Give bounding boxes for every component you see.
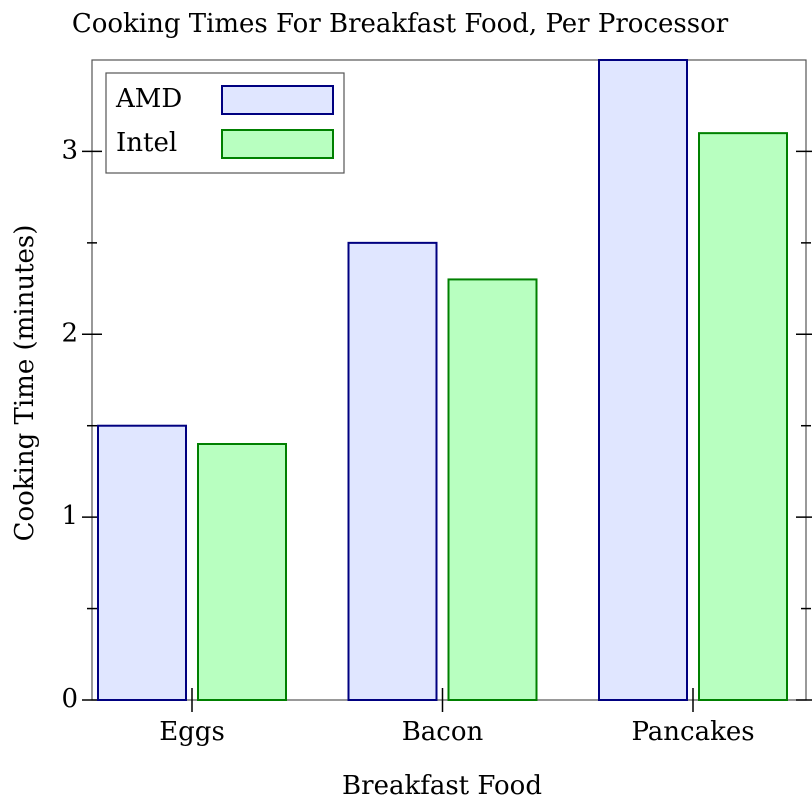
bar	[447, 278, 538, 701]
bar	[698, 132, 788, 701]
bar	[197, 443, 287, 701]
y-tick-label: 2	[61, 318, 78, 348]
y-tick-label: 3	[61, 135, 78, 165]
bar	[97, 424, 187, 701]
x-axis-label: Breakfast Food	[342, 771, 542, 801]
y-tick-label: 1	[61, 501, 78, 531]
y-tick-label: 0	[61, 684, 78, 714]
legend-label: AMD	[115, 84, 182, 114]
legend-label: Intel	[116, 128, 177, 158]
y-axis-label: Cooking Time (minutes)	[10, 225, 40, 542]
x-tick-label: Bacon	[402, 717, 484, 747]
x-tick-label: Eggs	[159, 717, 225, 747]
x-tick-label: Pancakes	[631, 717, 754, 747]
legend-swatch	[221, 129, 334, 159]
bar	[598, 59, 688, 701]
legend-swatch	[221, 85, 334, 115]
bar	[347, 241, 438, 701]
chart-title: Cooking Times For Breakfast Food, Per Pr…	[72, 9, 729, 39]
